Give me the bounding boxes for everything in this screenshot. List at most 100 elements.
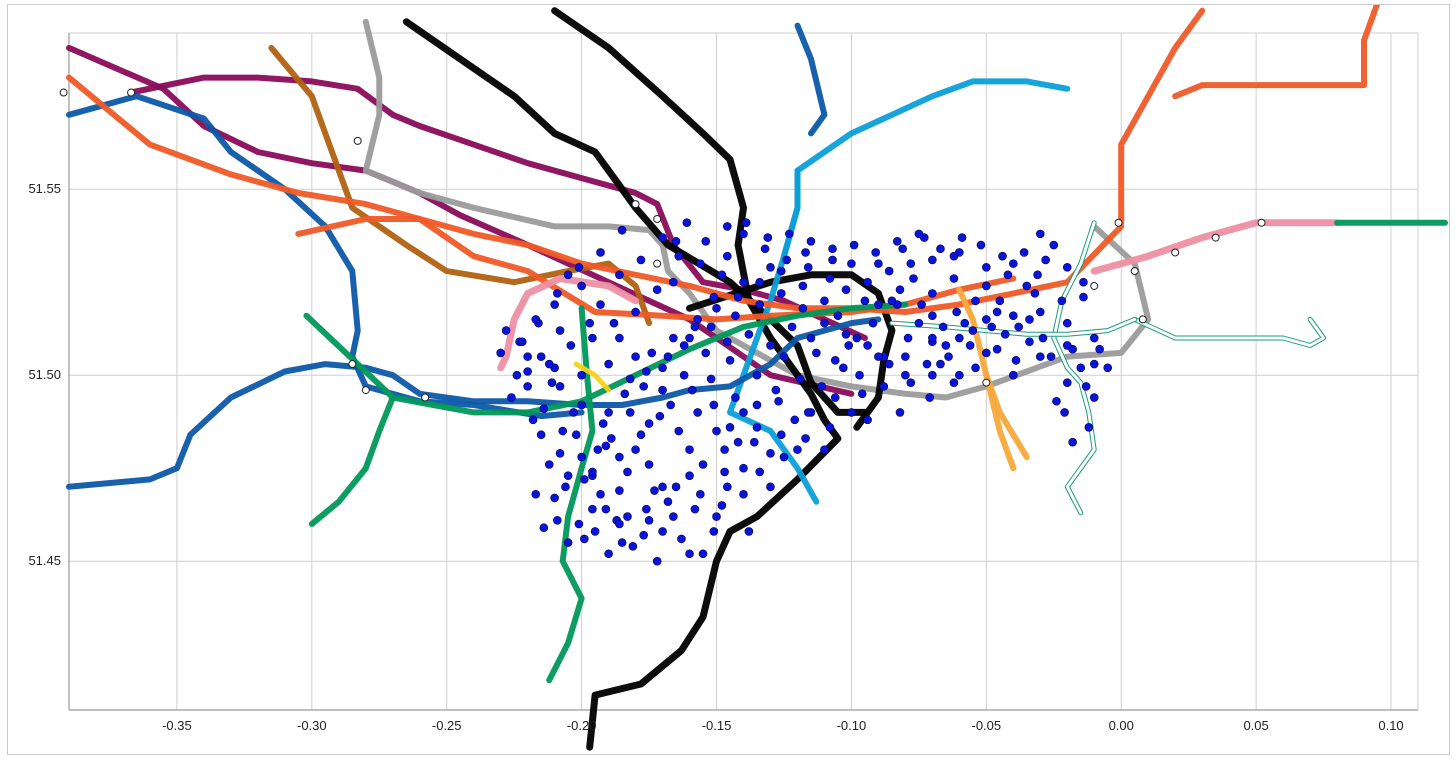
data-point[interactable]	[741, 218, 751, 228]
data-point[interactable]	[1035, 352, 1045, 361]
data-point[interactable]	[563, 270, 573, 280]
data-point[interactable]	[644, 419, 654, 428]
data-point[interactable]	[644, 515, 654, 525]
data-point[interactable]	[782, 255, 791, 265]
data-point[interactable]	[615, 270, 624, 280]
data-point[interactable]	[642, 504, 651, 514]
data-point[interactable]	[798, 281, 808, 291]
data-point[interactable]	[693, 408, 702, 417]
data-point[interactable]	[701, 348, 711, 358]
data-point[interactable]	[555, 449, 565, 458]
data-point[interactable]	[712, 303, 721, 313]
data-point[interactable]	[938, 322, 948, 332]
data-point[interactable]	[1008, 370, 1018, 380]
data-point[interactable]	[976, 240, 986, 250]
data-point[interactable]	[652, 556, 662, 566]
data-point[interactable]	[847, 408, 856, 417]
data-point[interactable]	[658, 482, 667, 492]
data-point[interactable]	[706, 322, 716, 332]
data-point[interactable]	[501, 326, 511, 335]
data-point[interactable]	[690, 504, 700, 514]
data-point[interactable]	[874, 300, 883, 309]
data-point[interactable]	[944, 352, 953, 361]
data-point[interactable]	[631, 352, 640, 361]
data-point[interactable]	[577, 400, 586, 410]
data-point[interactable]	[812, 348, 821, 358]
data-point[interactable]	[523, 382, 532, 391]
data-point[interactable]	[925, 393, 934, 402]
data-point[interactable]	[830, 356, 840, 365]
data-point[interactable]	[623, 512, 632, 521]
data-point[interactable]	[544, 359, 554, 369]
data-point[interactable]	[679, 370, 689, 380]
data-point[interactable]	[863, 415, 872, 425]
data-point[interactable]	[1062, 263, 1072, 272]
data-point[interactable]	[949, 251, 959, 261]
data-point[interactable]	[671, 237, 681, 246]
data-point[interactable]	[596, 248, 605, 257]
data-point[interactable]	[685, 549, 694, 559]
data-point[interactable]	[949, 378, 959, 387]
data-point[interactable]	[852, 333, 862, 343]
data-point[interactable]	[1008, 259, 1018, 268]
data-point[interactable]	[720, 467, 729, 477]
data-point[interactable]	[709, 292, 719, 302]
data-point[interactable]	[609, 318, 619, 328]
data-point[interactable]	[917, 300, 926, 309]
data-point[interactable]	[1011, 356, 1021, 365]
data-point[interactable]	[580, 534, 589, 544]
data-point[interactable]	[550, 300, 559, 309]
data-point[interactable]	[906, 259, 916, 268]
data-point[interactable]	[731, 311, 740, 321]
data-point[interactable]	[895, 285, 905, 294]
data-point[interactable]	[960, 318, 970, 328]
data-point[interactable]	[558, 426, 568, 436]
data-point[interactable]	[884, 266, 894, 276]
data-point[interactable]	[601, 504, 611, 514]
data-point[interactable]	[1022, 281, 1032, 291]
data-point[interactable]	[739, 489, 748, 499]
data-point[interactable]	[820, 445, 829, 454]
data-point[interactable]	[992, 344, 1002, 354]
data-point[interactable]	[712, 512, 721, 521]
data-point[interactable]	[825, 274, 835, 283]
data-point[interactable]	[677, 534, 686, 544]
data-point[interactable]	[712, 426, 721, 436]
data-point[interactable]	[531, 489, 541, 499]
data-point[interactable]	[839, 363, 848, 373]
data-point[interactable]	[1014, 322, 1023, 332]
data-point[interactable]	[596, 489, 605, 499]
data-point[interactable]	[596, 300, 605, 309]
data-point[interactable]	[553, 289, 562, 298]
data-point[interactable]	[709, 400, 719, 410]
data-point[interactable]	[674, 426, 684, 436]
data-point[interactable]	[636, 430, 646, 440]
data-point[interactable]	[1019, 248, 1029, 257]
data-point[interactable]	[825, 422, 835, 432]
data-point[interactable]	[752, 422, 762, 432]
data-point[interactable]	[957, 233, 967, 242]
data-point[interactable]	[879, 382, 889, 391]
data-point[interactable]	[766, 482, 775, 492]
data-point[interactable]	[774, 396, 783, 406]
data-point[interactable]	[655, 411, 665, 421]
data-point[interactable]	[563, 538, 573, 547]
data-point[interactable]	[857, 389, 867, 399]
data-point[interactable]	[1089, 393, 1099, 402]
data-point[interactable]	[801, 434, 810, 443]
data-point[interactable]	[868, 318, 878, 328]
data-point[interactable]	[955, 370, 964, 380]
data-point[interactable]	[982, 263, 991, 272]
data-point[interactable]	[663, 497, 673, 506]
data-point[interactable]	[755, 467, 764, 477]
data-point[interactable]	[561, 482, 570, 492]
data-point[interactable]	[588, 504, 597, 514]
data-point[interactable]	[723, 337, 732, 347]
data-point[interactable]	[790, 415, 800, 425]
data-point[interactable]	[685, 445, 694, 454]
data-point[interactable]	[1095, 344, 1104, 354]
data-point[interactable]	[901, 352, 910, 361]
data-point[interactable]	[909, 274, 918, 283]
data-point[interactable]	[604, 408, 613, 417]
data-point[interactable]	[733, 437, 743, 447]
